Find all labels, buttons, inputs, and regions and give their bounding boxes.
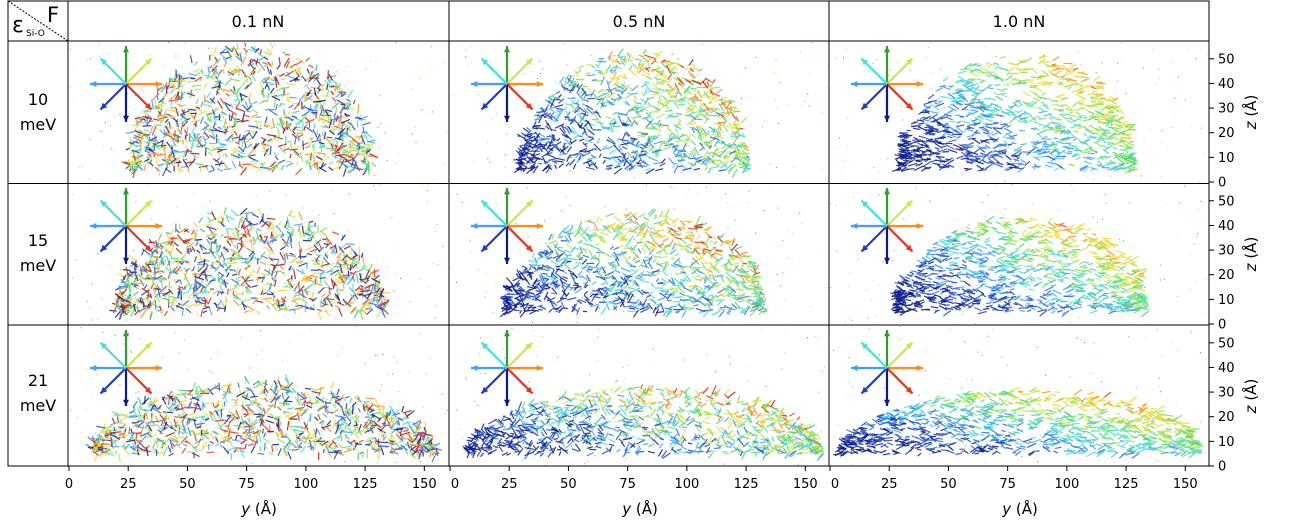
x-tick-label: 125	[734, 477, 759, 492]
column-header-0: 0.1 nN	[232, 12, 285, 31]
z-tick-label: 10	[1218, 151, 1235, 166]
x-axis-label: y (Å)	[621, 499, 658, 518]
direction-legend	[90, 46, 162, 122]
direction-legend	[471, 330, 543, 406]
arrow-field	[456, 326, 828, 466]
x-tick-label: 50	[560, 477, 577, 492]
arrow-field	[72, 184, 444, 323]
epsilon-symbol: ε	[12, 13, 24, 38]
row-header-2-value: 21	[28, 371, 48, 390]
panel-0-1	[453, 42, 829, 182]
arrow-field	[830, 184, 1207, 324]
arrow-field	[834, 42, 1208, 182]
panel-1-0	[72, 184, 444, 323]
x-tick-label: 100	[674, 477, 699, 492]
z-tick-label: 30	[1218, 386, 1235, 401]
column-header-1: 0.5 nN	[613, 12, 666, 31]
z-tick-label: 20	[1218, 268, 1235, 283]
x-tick-label: 25	[501, 477, 518, 492]
x-tick-label: 0	[831, 477, 839, 492]
row-header-0-value: 10	[28, 90, 48, 109]
z-axis-label: z (Å)	[1241, 379, 1260, 415]
arrow-field	[450, 184, 826, 324]
panel-0-2	[834, 42, 1208, 182]
x-tick-label: 25	[881, 477, 898, 492]
direction-legend	[471, 46, 543, 122]
direction-legend	[90, 330, 162, 406]
row-header-1-value: 15	[28, 231, 48, 250]
x-tick-label: 125	[1114, 477, 1139, 492]
x-tick-label: 150	[412, 477, 437, 492]
direction-legend	[851, 188, 923, 264]
arrow-field	[453, 42, 829, 182]
corner-cell: ε Si-O F	[12, 3, 59, 39]
x-tick-label: 75	[619, 477, 636, 492]
x-tick-label: 125	[353, 477, 378, 492]
z-tick-label: 0	[1218, 460, 1226, 475]
z-tick-label: 30	[1218, 244, 1235, 259]
panel-2-0	[69, 326, 448, 465]
z-tick-label: 40	[1218, 361, 1235, 376]
z-tick-label: 50	[1218, 336, 1235, 351]
z-tick-label: 20	[1218, 126, 1235, 141]
epsilon-subscript: Si-O	[26, 29, 45, 39]
column-header-2: 1.0 nN	[993, 12, 1046, 31]
panel-2-1	[456, 326, 828, 466]
x-tick-label: 25	[120, 477, 137, 492]
row-header-1-unit: meV	[20, 256, 56, 275]
row-header-2-unit: meV	[20, 396, 56, 415]
x-tick-label: 50	[940, 477, 957, 492]
panel-grid	[69, 42, 1208, 466]
z-tick-label: 10	[1218, 293, 1235, 308]
z-tick-label: 20	[1218, 410, 1235, 425]
x-tick-label: 0	[65, 477, 73, 492]
z-tick-label: 50	[1218, 52, 1235, 67]
x-tick-label: 100	[1054, 477, 1079, 492]
x-tick-label: 50	[179, 477, 196, 492]
z-tick-label: 10	[1218, 435, 1235, 450]
z-tick-label: 40	[1218, 77, 1235, 92]
x-tick-label: 75	[238, 477, 255, 492]
arrow-field	[69, 326, 448, 465]
direction-legend	[851, 46, 923, 122]
arrow-field	[69, 42, 448, 181]
z-tick-label: 30	[1218, 102, 1235, 117]
x-tick-label: 150	[793, 477, 818, 492]
z-axis-label: z (Å)	[1241, 95, 1260, 131]
z-tick-label: 50	[1218, 194, 1235, 209]
x-tick-label: 0	[451, 477, 459, 492]
x-tick-label: 150	[1173, 477, 1198, 492]
z-tick-label: 40	[1218, 219, 1235, 234]
arrow-field	[831, 326, 1204, 466]
z-tick-label: 0	[1218, 176, 1226, 191]
panel-1-2	[830, 184, 1207, 324]
row-header-0-unit: meV	[20, 115, 56, 134]
force-symbol: F	[47, 3, 59, 27]
z-axis-label: z (Å)	[1241, 237, 1260, 273]
panel-1-1	[450, 184, 826, 324]
direction-legend	[471, 188, 543, 264]
table-frame	[7, 0, 1210, 467]
direction-legend	[90, 188, 162, 264]
x-axis-label: y (Å)	[1001, 499, 1038, 518]
x-tick-label: 100	[293, 477, 318, 492]
direction-legend	[851, 330, 923, 406]
x-axis-label: y (Å)	[240, 499, 277, 518]
panel-2-2	[831, 326, 1204, 466]
z-tick-label: 0	[1218, 318, 1226, 333]
x-tick-label: 75	[999, 477, 1016, 492]
panel-0-0	[69, 42, 448, 181]
